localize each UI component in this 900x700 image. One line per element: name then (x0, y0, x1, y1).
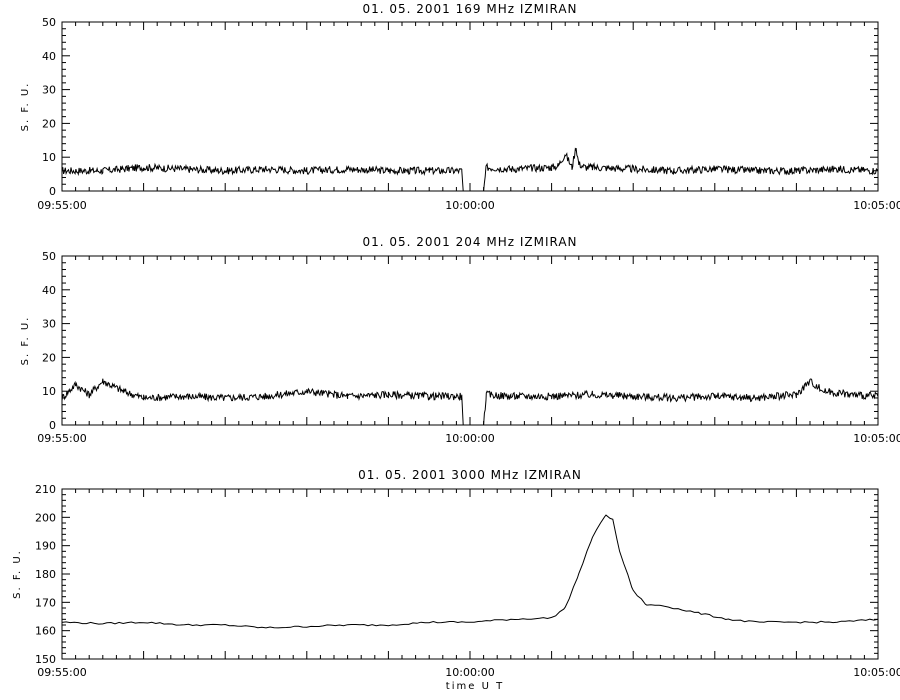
y-tick-label: 40 (42, 50, 56, 63)
y-tick-label: 20 (42, 351, 56, 364)
y-tick-label: 10 (42, 385, 56, 398)
series-line (61, 147, 879, 192)
x-tick-label: 10:00:00 (445, 199, 494, 212)
chart-panel-1: 01. 05. 2001 169 MHz IZMIRAN 0 10 20 30 40 50 0… (20, 2, 900, 212)
x-tick-label: 10:00:00 (445, 666, 494, 679)
chart-title: 01. 05. 2001 3000 MHz IZMIRAN (358, 468, 582, 482)
y-tick-label: 190 (35, 540, 56, 553)
y-tick-label: 150 (35, 653, 56, 666)
x-tick-label: 10:05:00 (853, 432, 900, 445)
x-tick-label: 10:00:00 (445, 432, 494, 445)
y-tick-label: 10 (42, 151, 56, 164)
y-tick-label: 210 (35, 483, 56, 496)
x-tick-label: 09:55:00 (37, 199, 86, 212)
plot-frame (61, 21, 879, 192)
y-axis-label: S. F. U. (20, 316, 31, 366)
x-tick-label: 10:05:00 (853, 666, 900, 679)
chart-panel-3: 01. 05. 2001 3000 MHz IZMIRAN 150 160 170 18… (12, 468, 900, 692)
plot-frame (61, 488, 879, 660)
chart-panel-2: 01. 05. 2001 204 MHz IZMIRAN 0 10 20 30 40 50 0… (20, 235, 900, 445)
chart-title: 01. 05. 2001 204 MHz IZMIRAN (362, 235, 577, 249)
y-tick-label: 160 (35, 625, 56, 638)
y-tick-label: 200 (35, 511, 56, 524)
y-axis-label: S. F. U. (20, 82, 31, 132)
y-tick-label: 0 (49, 185, 56, 198)
series-line (61, 514, 879, 629)
series-line (61, 378, 879, 426)
x-tick-label: 09:55:00 (37, 432, 86, 445)
x-axis-label: time U T (446, 681, 504, 692)
chart-title: 01. 05. 2001 169 MHz IZMIRAN (362, 2, 577, 16)
y-tick-label: 30 (42, 84, 56, 97)
x-tick-label: 09:55:00 (37, 666, 86, 679)
x-tick-label: 10:05:00 (853, 199, 900, 212)
y-tick-label: 30 (42, 318, 56, 331)
y-tick-label: 40 (42, 284, 56, 297)
y-axis-label: S. F. U. (12, 549, 23, 599)
y-tick-label: 180 (35, 568, 56, 581)
y-tick-label: 50 (42, 250, 56, 263)
y-tick-label: 170 (35, 596, 56, 609)
y-tick-label: 0 (49, 419, 56, 432)
y-tick-label: 20 (42, 117, 56, 130)
y-tick-label: 50 (42, 16, 56, 29)
